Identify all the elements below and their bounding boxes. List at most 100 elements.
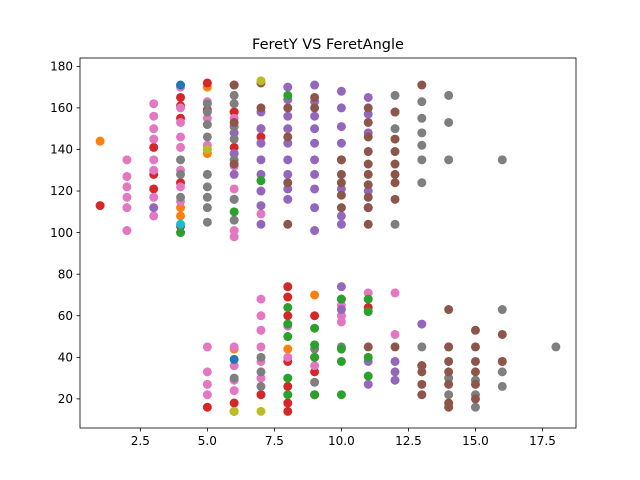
data-point — [310, 111, 320, 121]
data-point — [336, 219, 346, 229]
y-tick-label: 160 — [50, 101, 73, 115]
data-point — [363, 307, 373, 317]
data-point — [336, 344, 346, 354]
data-point — [229, 142, 239, 152]
data-point — [283, 219, 293, 229]
data-point — [176, 169, 186, 179]
data-point — [256, 352, 266, 362]
y-tick-label: 40 — [58, 351, 73, 365]
data-point — [336, 190, 346, 200]
data-point — [444, 402, 454, 412]
data-point — [283, 138, 293, 148]
data-point — [363, 192, 373, 202]
data-point — [256, 406, 266, 416]
data-point — [229, 99, 239, 109]
data-point — [363, 109, 373, 119]
data-point — [310, 352, 320, 362]
data-point — [202, 182, 212, 192]
data-point — [283, 398, 293, 408]
x-tick-label: 7.5 — [265, 434, 284, 448]
data-point — [310, 367, 320, 377]
data-point — [202, 390, 212, 400]
data-point — [444, 90, 454, 100]
data-point — [176, 203, 186, 213]
data-point — [497, 356, 507, 366]
data-point — [283, 124, 293, 134]
data-point — [283, 103, 293, 113]
data-point — [310, 80, 320, 90]
data-point — [310, 390, 320, 400]
data-point — [417, 113, 427, 123]
data-point — [444, 305, 454, 315]
data-point — [336, 86, 346, 96]
y-tick-label: 100 — [50, 226, 73, 240]
data-point — [444, 356, 454, 366]
data-point — [229, 149, 239, 159]
data-point — [336, 305, 346, 315]
y-tick-label: 20 — [58, 392, 73, 406]
data-point — [363, 186, 373, 196]
data-point — [202, 107, 212, 117]
data-point — [417, 390, 427, 400]
data-point — [256, 311, 266, 321]
data-point — [390, 147, 400, 157]
data-point — [283, 194, 293, 204]
data-point — [176, 155, 186, 165]
data-point — [497, 305, 507, 315]
data-point — [256, 76, 266, 86]
plot-frame — [79, 57, 577, 429]
data-point — [310, 92, 320, 102]
data-point — [390, 342, 400, 352]
data-point — [229, 373, 239, 383]
data-point — [417, 379, 427, 389]
data-point — [497, 155, 507, 165]
data-point — [256, 186, 266, 196]
data-point — [444, 367, 454, 377]
data-point — [363, 92, 373, 102]
data-point — [336, 184, 346, 194]
data-point — [417, 319, 427, 329]
data-point — [363, 103, 373, 113]
data-point — [283, 373, 293, 383]
data-point — [202, 402, 212, 412]
data-point — [470, 342, 480, 352]
data-point — [417, 97, 427, 107]
data-point — [470, 379, 480, 389]
data-point — [336, 103, 346, 113]
data-point — [176, 132, 186, 142]
data-point — [363, 117, 373, 127]
data-point — [229, 90, 239, 100]
data-point — [176, 92, 186, 102]
data-point — [283, 406, 293, 416]
data-point — [336, 282, 346, 292]
data-point — [95, 201, 105, 211]
data-point — [310, 340, 320, 350]
data-point — [363, 342, 373, 352]
data-point — [336, 203, 346, 213]
data-point — [202, 132, 212, 142]
x-tick-label: 2.5 — [131, 434, 150, 448]
data-point — [256, 201, 266, 211]
data-point — [229, 184, 239, 194]
data-point — [363, 294, 373, 304]
data-point — [390, 159, 400, 169]
data-point — [149, 155, 159, 165]
data-point — [283, 90, 293, 100]
data-point — [283, 332, 293, 342]
data-point — [310, 226, 320, 236]
data-point — [149, 99, 159, 109]
data-point — [202, 203, 212, 213]
data-point — [229, 207, 239, 217]
data-point — [283, 311, 293, 321]
data-point — [202, 99, 212, 109]
data-point — [444, 342, 454, 352]
data-point — [229, 398, 239, 408]
data-point — [390, 367, 400, 377]
data-point — [176, 219, 186, 229]
data-point — [202, 144, 212, 154]
data-point — [202, 169, 212, 179]
data-point — [444, 390, 454, 400]
data-point — [310, 155, 320, 165]
